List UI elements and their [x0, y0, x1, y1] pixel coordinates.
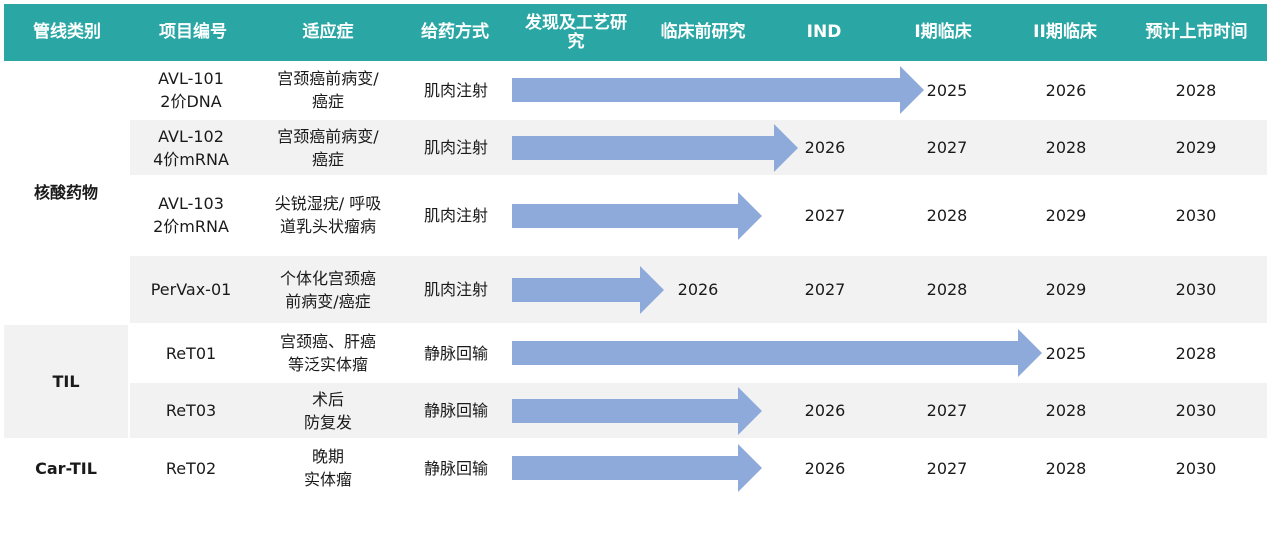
progress-arrow: [512, 124, 798, 172]
year-ind: 2026: [804, 401, 846, 420]
indication-line: 尖锐湿疣/ 呼吸: [274, 194, 382, 213]
header-category: 管线类别: [33, 22, 101, 42]
year-phase2: 2025: [1045, 343, 1087, 363]
row-bg: [130, 256, 1267, 323]
progress-arrow: [512, 192, 762, 240]
category-til: TIL: [52, 372, 80, 391]
year-launch: 2030: [1175, 280, 1217, 299]
header-route: 给药方式: [421, 22, 489, 42]
year-ind: 2026: [804, 458, 846, 478]
category-bg-til: [4, 325, 128, 438]
year-phase1: 2027: [926, 458, 968, 478]
year-launch: 2029: [1175, 138, 1217, 157]
progress-arrow: [512, 387, 762, 435]
code-line: 2价mRNA: [153, 217, 229, 236]
table-header: 管线类别 项目编号 适应症 给药方式 发现及工艺研究 临床前研究 IND I期临…: [4, 4, 1267, 61]
year-ind: 2027: [804, 205, 846, 225]
indication-line: 晚期: [311, 447, 344, 466]
indication: 宫颈癌、肝癌 等泛实体瘤: [256, 325, 400, 381]
route: 静脉回输: [423, 401, 488, 420]
indication-line: 宫颈癌前病变/: [277, 126, 379, 146]
year-phase2: 2028: [1045, 401, 1087, 420]
indication-line: 个体化宫颈癌: [279, 268, 376, 288]
code-line: AVL-101: [158, 69, 224, 88]
indication-line: 宫颈癌、肝癌: [279, 332, 376, 351]
indication: 晚期 实体瘤: [256, 440, 400, 496]
indication: 个体化宫颈癌 前病变/癌症: [256, 256, 400, 323]
route: 肌肉注射: [423, 205, 488, 225]
year-phase1: 2027: [926, 138, 968, 157]
year-ind: 2027: [804, 280, 846, 299]
year-preclinical: 2026: [677, 280, 719, 299]
header-preclinical: 临床前研究: [660, 22, 746, 42]
header-launch: 预计上市时间: [1145, 22, 1248, 42]
year-launch: 2030: [1175, 205, 1217, 225]
indication-line: 宫颈癌前病变/: [277, 69, 379, 88]
indication-line: 防复发: [303, 412, 352, 432]
year-launch: 2028: [1175, 343, 1217, 363]
year-launch: 2028: [1175, 80, 1217, 100]
year-phase2: 2028: [1045, 458, 1087, 478]
project-code: ReT02: [165, 458, 217, 478]
progress-arrow: [512, 266, 664, 314]
indication: 宫颈癌前病变/ 癌症: [256, 62, 400, 118]
code-line: AVL-103: [158, 194, 224, 213]
header-code: 项目编号: [159, 22, 227, 42]
year-phase1: 2028: [926, 205, 968, 225]
year-phase2: 2028: [1045, 138, 1087, 157]
header-phase1: I期临床: [914, 22, 972, 42]
project-code: ReT03: [165, 401, 217, 420]
year-phase1: 2028: [926, 280, 968, 299]
indication-line: 癌症: [311, 149, 344, 169]
route: 肌肉注射: [423, 138, 488, 157]
project-code: AVL-103 2价mRNA: [130, 176, 252, 254]
header-indication: 适应症: [302, 22, 354, 42]
indication-line: 术后: [311, 389, 344, 409]
year-phase2: 2029: [1045, 205, 1087, 225]
code-line: 2价DNA: [160, 92, 222, 111]
header-phase2: II期临床: [1033, 22, 1097, 42]
year-phase2: 2029: [1045, 280, 1087, 299]
indication: 术后 防复发: [256, 383, 400, 438]
indication: 宫颈癌前病变/ 癌症: [256, 120, 400, 175]
route: 静脉回输: [423, 458, 488, 478]
year-phase2: 2026: [1045, 80, 1087, 100]
progress-arrow: [512, 329, 1042, 377]
year-launch: 2030: [1175, 458, 1217, 478]
progress-arrow: [512, 444, 762, 492]
indication-line: 癌症: [311, 92, 344, 111]
code-line: 4价mRNA: [153, 149, 229, 169]
code-line: AVL-102: [158, 126, 224, 146]
category-nucleic: 核酸药物: [33, 183, 98, 202]
indication-line: 等泛实体瘤: [287, 355, 368, 374]
indication: 尖锐湿疣/ 呼吸 道乳头状瘤病: [256, 176, 400, 254]
route: 肌肉注射: [423, 280, 488, 299]
route: 静脉回输: [423, 343, 488, 363]
header-ind: IND: [806, 22, 842, 42]
year-phase1: 2027: [926, 401, 968, 420]
project-code: AVL-102 4价mRNA: [130, 120, 252, 175]
progress-arrow: [512, 66, 924, 114]
project-code: ReT01: [165, 343, 217, 363]
route: 肌肉注射: [423, 80, 488, 100]
indication-line: 道乳头状瘤病: [279, 217, 376, 236]
header-discovery: 发现及工艺研究: [525, 12, 627, 52]
indication-line: 前病变/癌症: [285, 291, 371, 311]
category-cartil: Car-TIL: [35, 458, 97, 478]
project-code: AVL-101 2价DNA: [130, 62, 252, 118]
project-code: PerVax-01: [150, 280, 232, 299]
year-launch: 2030: [1175, 401, 1217, 420]
indication-line: 实体瘤: [303, 470, 352, 489]
year-ind: 2026: [804, 138, 846, 157]
year-phase1: 2025: [926, 80, 968, 100]
